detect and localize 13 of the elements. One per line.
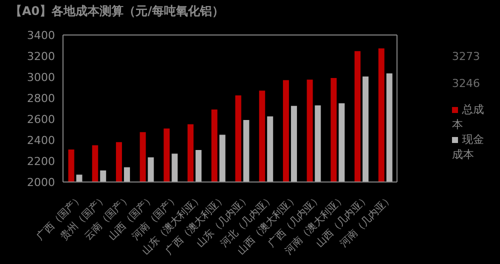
y-tick-label: 2800: [27, 92, 55, 105]
text: 3246: [452, 77, 480, 90]
y-tick-label: 2000: [27, 176, 55, 189]
legend-label: 总成本: [452, 103, 484, 131]
y-tick-label: 3200: [27, 50, 55, 63]
y-tick-label: 2400: [27, 134, 55, 147]
y-tick-label: 2600: [27, 112, 55, 126]
y-tick-label: 3400: [27, 28, 55, 42]
legend-label: 现金成本: [452, 133, 484, 161]
text: 3273: [452, 50, 480, 63]
chart-title: 【A0】各地成本测算（元/每吨氧化铝）: [10, 3, 224, 20]
y-tick-label: 3000: [27, 70, 55, 84]
y-tick-label: 2200: [27, 154, 55, 168]
